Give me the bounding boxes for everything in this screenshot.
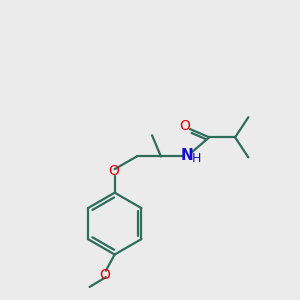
Text: N: N — [180, 148, 193, 164]
Text: O: O — [99, 268, 110, 282]
Text: O: O — [179, 119, 190, 133]
Text: H: H — [191, 152, 201, 165]
Text: O: O — [108, 164, 118, 178]
